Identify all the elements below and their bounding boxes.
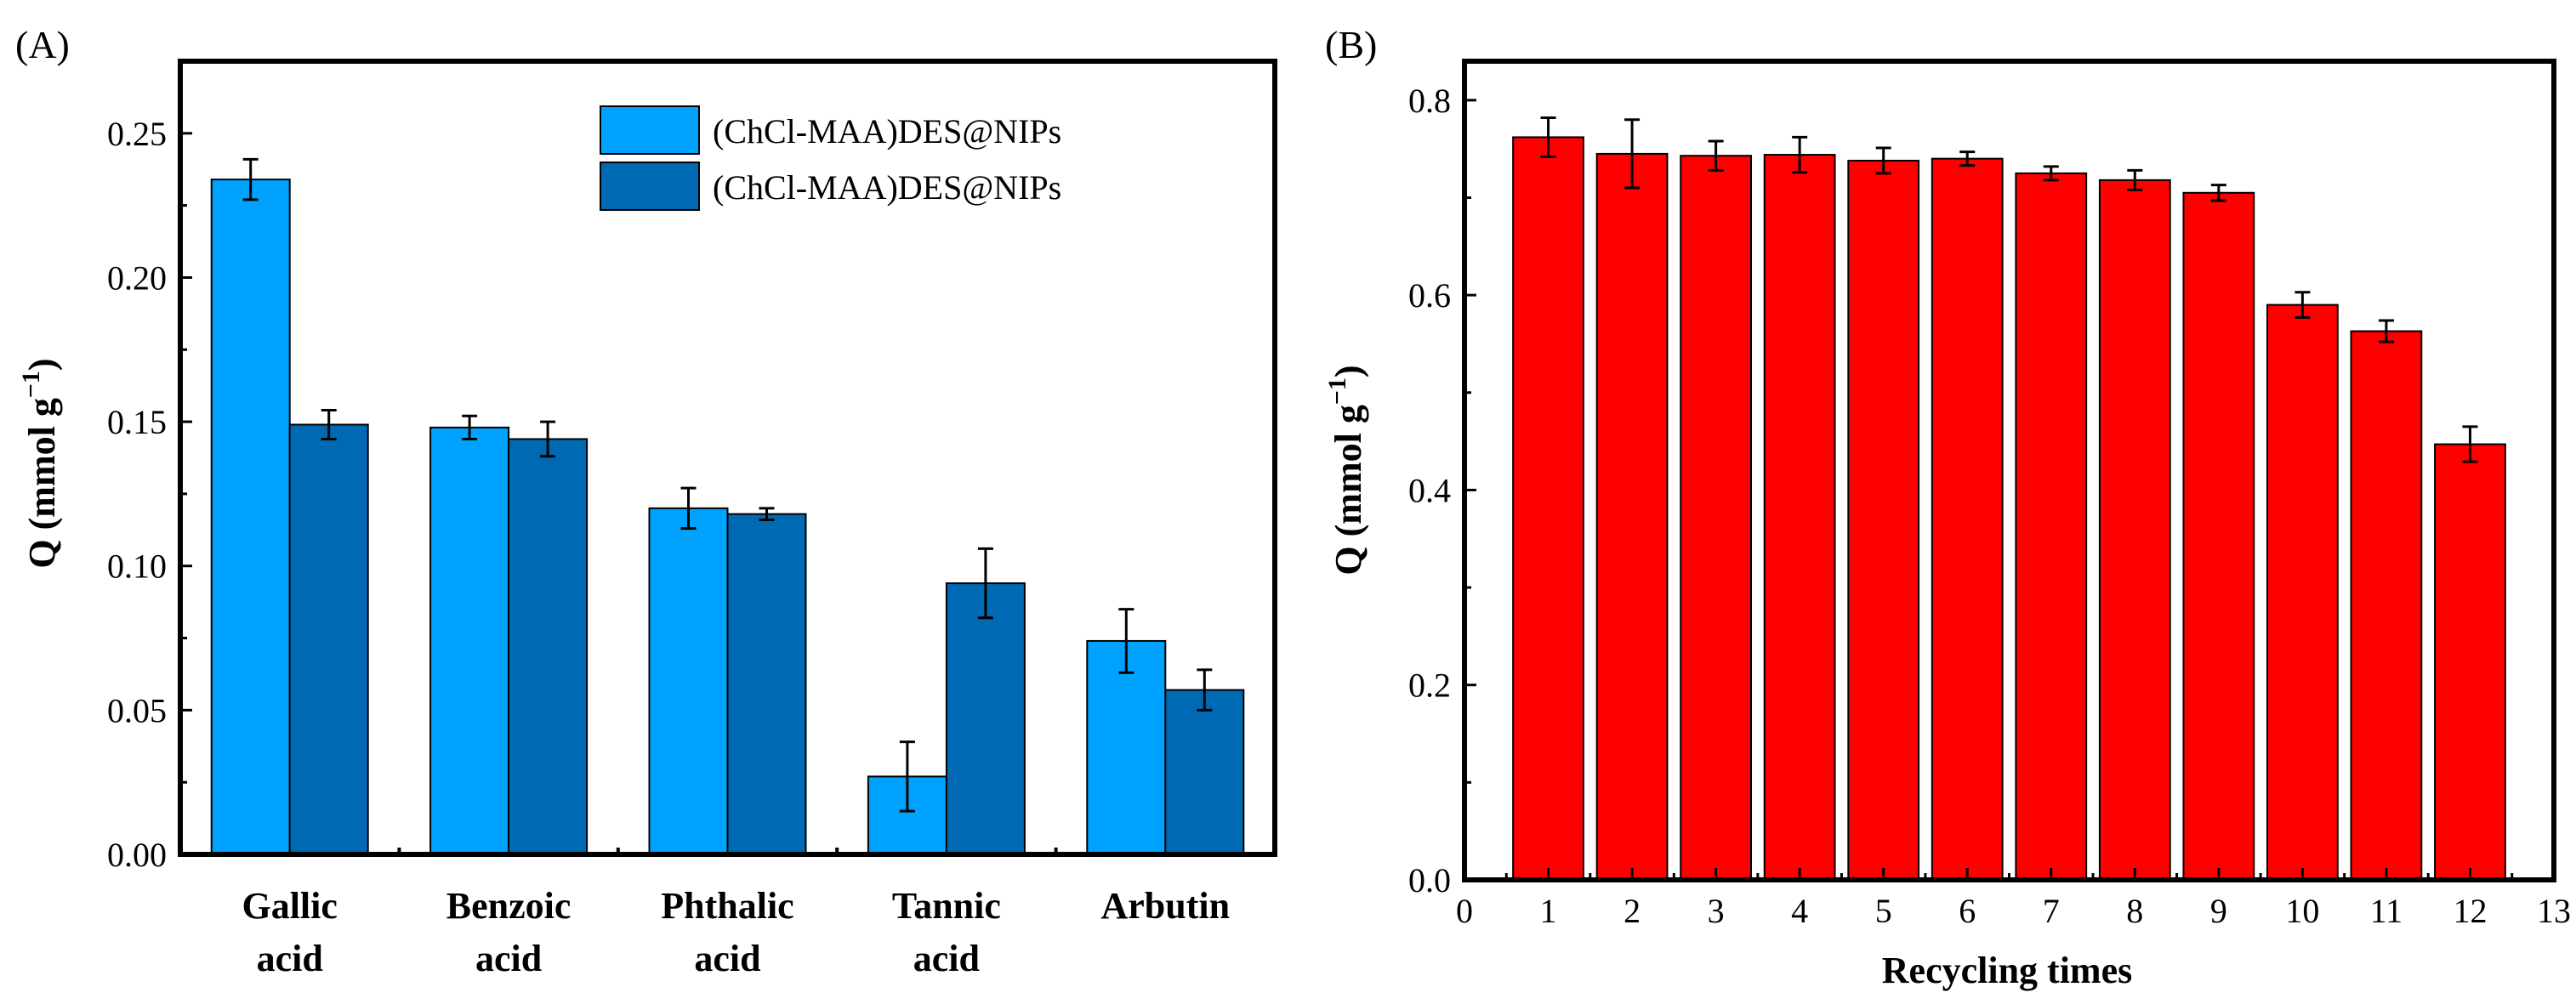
bar-2-1 [288, 423, 369, 855]
x-tick-label: 2 [1624, 892, 1641, 930]
x-tick-label: 12 [2453, 892, 2487, 930]
error-bar-1-3 [680, 486, 697, 530]
panel-a-x-tick-labels: Gallic acid Benzoic acid Phthalic acid Tannic a… [242, 885, 1230, 979]
bar-8 [2098, 179, 2171, 882]
bar-6 [1931, 157, 2004, 881]
panel-a-legend: (ChCl-MAA)DES@NIPs (ChCl-MAA)DES@NIPs [600, 105, 1061, 211]
error-bar-1-5 [1118, 608, 1134, 674]
panel-a-axes-frame [178, 59, 1277, 857]
error-bar-5 [1875, 146, 1891, 175]
error-bar-7 [2043, 165, 2059, 182]
x-tick-label: 4 [1791, 892, 1808, 930]
x-tick-label-1: acid [257, 938, 323, 979]
x-tick-label: 0 [1456, 892, 1473, 930]
bar-1-2 [429, 426, 510, 855]
y-tick-label: 0.2 [1408, 666, 1451, 705]
x-tick-label: 9 [2210, 892, 2227, 930]
x-tick-label-1: Gallic [242, 885, 337, 927]
error-bar-1-4 [899, 740, 915, 813]
y-tick-label: 0.15 [107, 403, 167, 441]
error-bar-2-4 [977, 547, 993, 620]
legend-label-series-1: (ChCl-MAA)DES@NIPs [713, 112, 1061, 150]
y-tick-label: 0.20 [107, 258, 167, 297]
panel-b-label: (B) [1325, 23, 1377, 66]
x-tick-label: 5 [1875, 892, 1892, 930]
bar-1-5 [1086, 639, 1167, 855]
bar-2-4 [945, 582, 1026, 855]
error-bar-3 [1708, 139, 1724, 172]
panel-b-x-ticks: 0 1 2 3 4 5 6 7 8 9 10 11 12 13 [1456, 868, 2571, 930]
bar-2 [1595, 152, 1669, 882]
error-bar-4 [1792, 135, 1808, 174]
error-bar-1 [1540, 116, 1556, 158]
bar-5 [1847, 159, 1920, 881]
x-tick-label-2: Benzoic [446, 885, 571, 927]
x-tick-label: 11 [2370, 892, 2403, 930]
y-tick-label: 0.05 [107, 691, 167, 729]
error-bar-11 [2378, 319, 2394, 343]
panel-a-label: (A) [15, 23, 70, 66]
bar-11 [2350, 330, 2423, 881]
error-bar-2-5 [1197, 668, 1213, 712]
error-bar-1-1 [242, 157, 259, 201]
bar-12 [2434, 443, 2506, 881]
x-tick-label: 8 [2126, 892, 2143, 930]
y-tick-label: 0.4 [1408, 471, 1451, 509]
x-tick-label: 1 [1540, 892, 1557, 930]
x-tick-label: 3 [1708, 892, 1725, 930]
y-tick-label: 0.00 [107, 836, 167, 874]
bar-1-3 [648, 507, 729, 855]
bar-9 [2182, 191, 2255, 881]
bar-1 [1512, 136, 1584, 881]
error-bar-2 [1624, 118, 1641, 190]
y-tick-label: 0.10 [107, 547, 167, 586]
x-tick-label-5: Arbutin [1101, 885, 1231, 927]
legend-swatch-series-1 [600, 105, 700, 155]
y-tick-label: 0.0 [1408, 861, 1451, 899]
error-bar-2-1 [321, 409, 337, 440]
panel-b-plot-area [1512, 116, 2506, 882]
error-bar-12 [2462, 425, 2478, 463]
y-tick-label: 0.8 [1408, 82, 1451, 120]
x-tick-label-4: Tannic [892, 885, 1001, 927]
y-tick-label: 0.25 [107, 115, 167, 153]
error-bar-9 [2210, 184, 2226, 202]
panel-b-x-axis-label: Recycling times [1882, 950, 2132, 991]
error-bar-2-3 [759, 507, 775, 521]
bar-3 [1680, 155, 1753, 882]
bar-10 [2266, 303, 2339, 882]
panel-a-y-ticks: 0.00 0.05 0.10 0.15 0.20 0.25 [107, 115, 1058, 874]
legend-label-series-2: (ChCl-MAA)DES@NIPs [713, 168, 1061, 207]
x-tick-label: 10 [2285, 892, 2319, 930]
x-tick-label: 6 [1959, 892, 1976, 930]
panel-b-y-ticks: 0.0 0.2 0.4 0.6 0.8 [1408, 82, 1476, 899]
bar-2-3 [726, 513, 807, 856]
error-bar-8 [2127, 168, 2143, 191]
panel-b: (B) 0.00.20.40.60.8 0 1 2 3 4 5 6 7 8 9 10 11 12 13 Q… [1323, 23, 2571, 991]
bar-4 [1763, 154, 1836, 882]
y-tick-label: 0.6 [1408, 276, 1451, 315]
legend-swatch-series-2 [600, 162, 700, 211]
panel-a: (A) 0.00 0.05 0.10 0.15 0.20 0.25 Gallic acid B… [15, 23, 1277, 979]
panel-a-y-axis-label: Q (mmol g−1) [17, 358, 63, 568]
x-tick-label-3: Phthalic [661, 885, 793, 927]
x-tick-label: 7 [2043, 892, 2060, 930]
x-tick-label-4: acid [913, 938, 980, 979]
bar-2-5 [1164, 689, 1245, 856]
x-tick-label-2: acid [475, 938, 542, 979]
error-bar-10 [2295, 291, 2311, 320]
bar-7 [2015, 172, 2088, 881]
error-bar-1-2 [462, 414, 478, 440]
panel-b-y-axis-label: Q (mmol g−1) [1323, 365, 1369, 575]
error-bar-2-2 [540, 420, 556, 458]
x-tick-label-3: acid [694, 938, 760, 979]
x-tick-label: 13 [2537, 892, 2571, 930]
bar-1-1 [210, 179, 291, 856]
bar-2-2 [508, 438, 589, 855]
panel-a-plot-area [210, 157, 1245, 856]
error-bar-6 [1959, 150, 1976, 167]
